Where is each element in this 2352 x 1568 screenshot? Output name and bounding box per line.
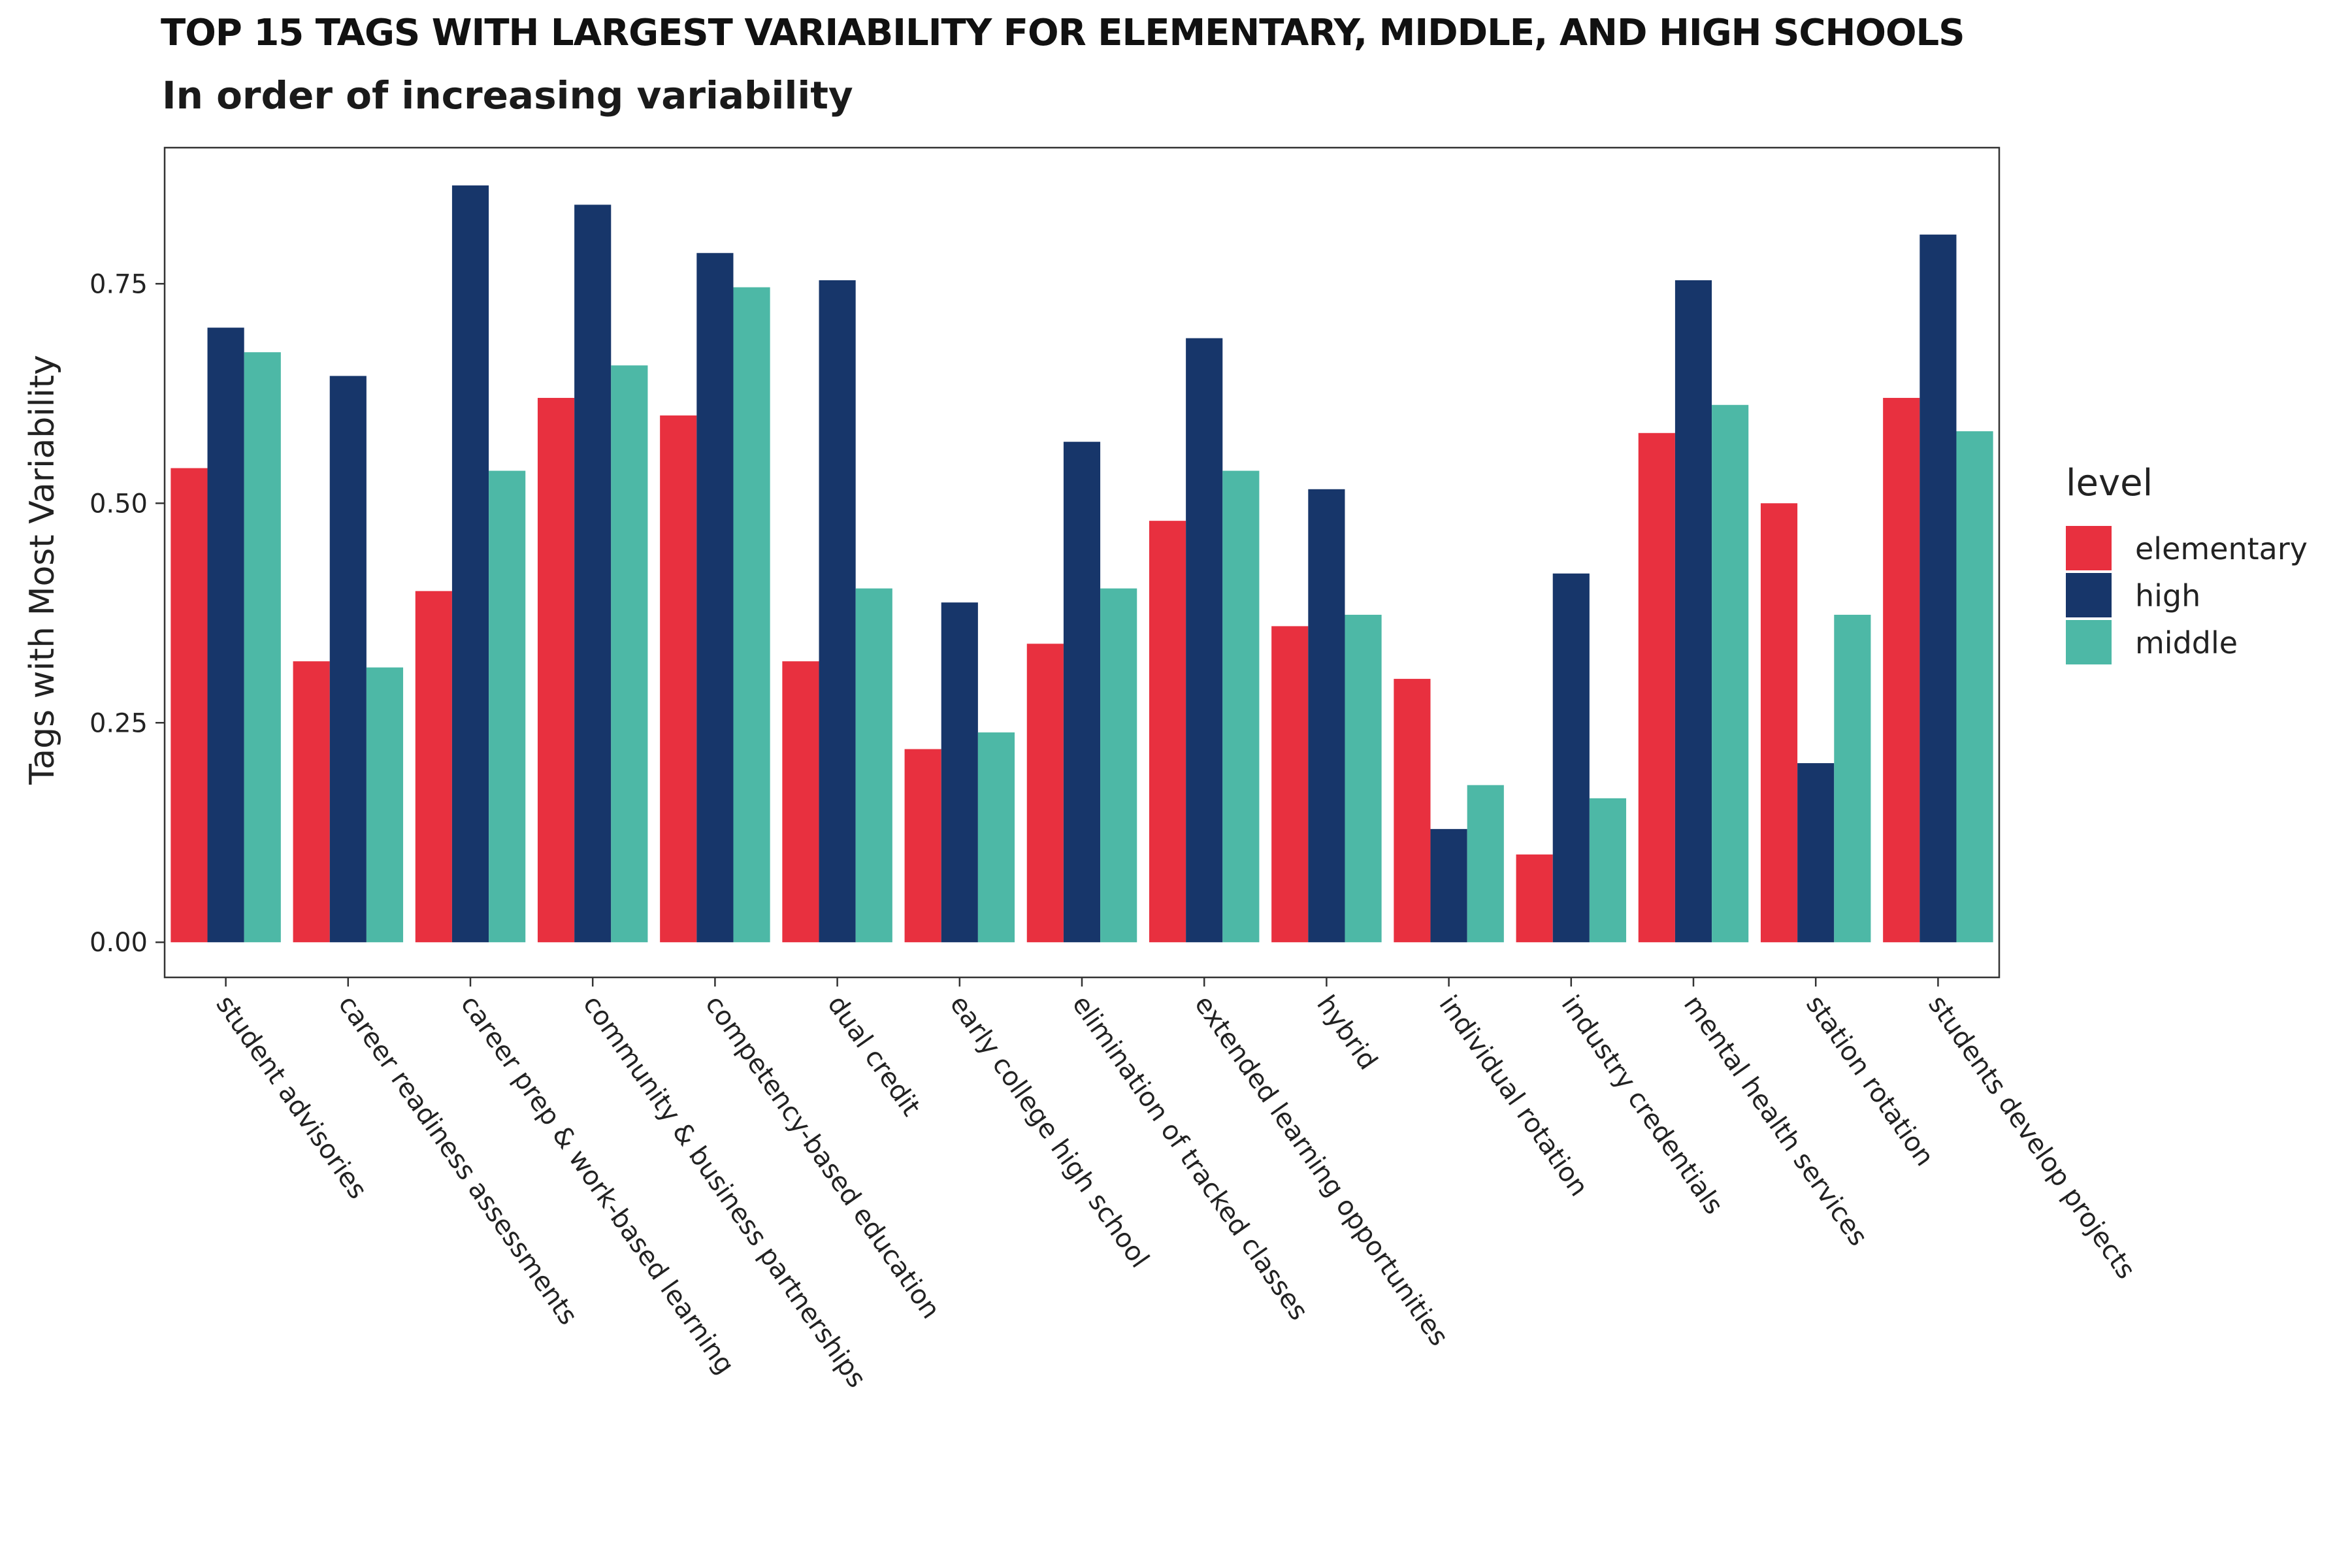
bar-high — [941, 602, 978, 943]
x-tick-label: station rotation — [1800, 990, 1940, 1171]
bar-middle — [1956, 431, 1993, 943]
legend-label-high: high — [2135, 578, 2200, 613]
bar-middle — [1467, 785, 1504, 943]
bar-elementary — [1638, 433, 1675, 943]
x-tick-label: hybrid — [1311, 990, 1383, 1075]
y-tick-label: 0.25 — [90, 708, 148, 738]
bar-elementary — [537, 398, 575, 943]
bar-elementary — [904, 749, 941, 943]
y-axis-title: Tags with Most Variability — [23, 355, 62, 785]
y-tick-label: 0.75 — [90, 269, 148, 299]
bar-high — [207, 327, 244, 943]
bar-elementary — [171, 468, 208, 943]
bar-middle — [366, 667, 404, 943]
x-tick-label: career prep & work-based learning — [455, 990, 740, 1379]
bar-middle — [244, 352, 281, 943]
bar-middle — [1345, 614, 1382, 943]
bar-elementary — [1026, 644, 1064, 943]
bar-elementary — [1883, 398, 1920, 943]
chart-subtitle: In order of increasing variability — [162, 73, 853, 118]
bar-elementary — [782, 661, 819, 943]
bar-elementary — [415, 591, 452, 943]
bar-elementary — [660, 415, 697, 943]
bar-elementary — [1394, 679, 1431, 943]
bar-high — [1797, 763, 1835, 943]
bar-elementary — [1149, 521, 1186, 943]
bar-high — [1430, 828, 1467, 943]
bar-high — [574, 204, 612, 943]
x-tick-label: early college high school — [944, 990, 1155, 1273]
legend-label-elementary: elementary — [2135, 531, 2308, 566]
bar-elementary — [1516, 854, 1553, 943]
bar-elementary — [1760, 503, 1798, 943]
bar-high — [1063, 442, 1101, 943]
bar-high — [329, 376, 367, 943]
bar-high — [696, 253, 734, 943]
bar-middle — [1834, 614, 1871, 943]
legend-key-high — [2066, 573, 2112, 617]
bar-elementary — [1271, 626, 1309, 943]
y-tick-label: 0.00 — [90, 928, 148, 958]
x-tick-label: elimination of tracked classes — [1066, 990, 1314, 1326]
legend-label-middle: middle — [2135, 625, 2238, 661]
y-axis: 0.00 0.25 0.50 0.75 — [90, 269, 165, 958]
bar-high — [1308, 489, 1345, 943]
bar-high — [1919, 235, 1957, 943]
legend-title: level — [2066, 462, 2153, 504]
bar-elementary — [293, 661, 330, 943]
x-tick-label: students develop projects — [1922, 990, 2141, 1284]
y-tick-label: 0.50 — [90, 489, 148, 519]
plot-area — [163, 146, 2001, 979]
legend-key-elementary — [2066, 526, 2112, 570]
bar-high — [451, 185, 489, 943]
bar-high — [819, 280, 856, 943]
bar-high — [1186, 338, 1223, 943]
bar-high — [1674, 280, 1712, 943]
bar-middle — [977, 732, 1015, 943]
bar-middle — [733, 287, 770, 943]
x-tick-label: extended learning opportunities — [1188, 990, 1454, 1351]
bar-middle — [489, 470, 526, 943]
bar-middle — [855, 588, 892, 943]
bar-middle — [1100, 588, 1137, 943]
bar-middle — [1222, 470, 1260, 943]
bar-middle — [1589, 798, 1627, 943]
bar-middle — [611, 365, 648, 943]
x-tick-label: competency-based education — [699, 990, 945, 1324]
chart-title: TOP 15 TAGS WITH LARGEST VARIABILITY FOR… — [161, 12, 1965, 54]
x-tick-label: career readiness assessments — [333, 990, 583, 1330]
bar-middle — [1712, 404, 1749, 943]
legend-key-middle — [2066, 620, 2112, 664]
legend: level elementary high middle — [2066, 462, 2308, 664]
x-tick-label: dual credit — [821, 990, 926, 1121]
bar-high — [1552, 573, 1590, 943]
